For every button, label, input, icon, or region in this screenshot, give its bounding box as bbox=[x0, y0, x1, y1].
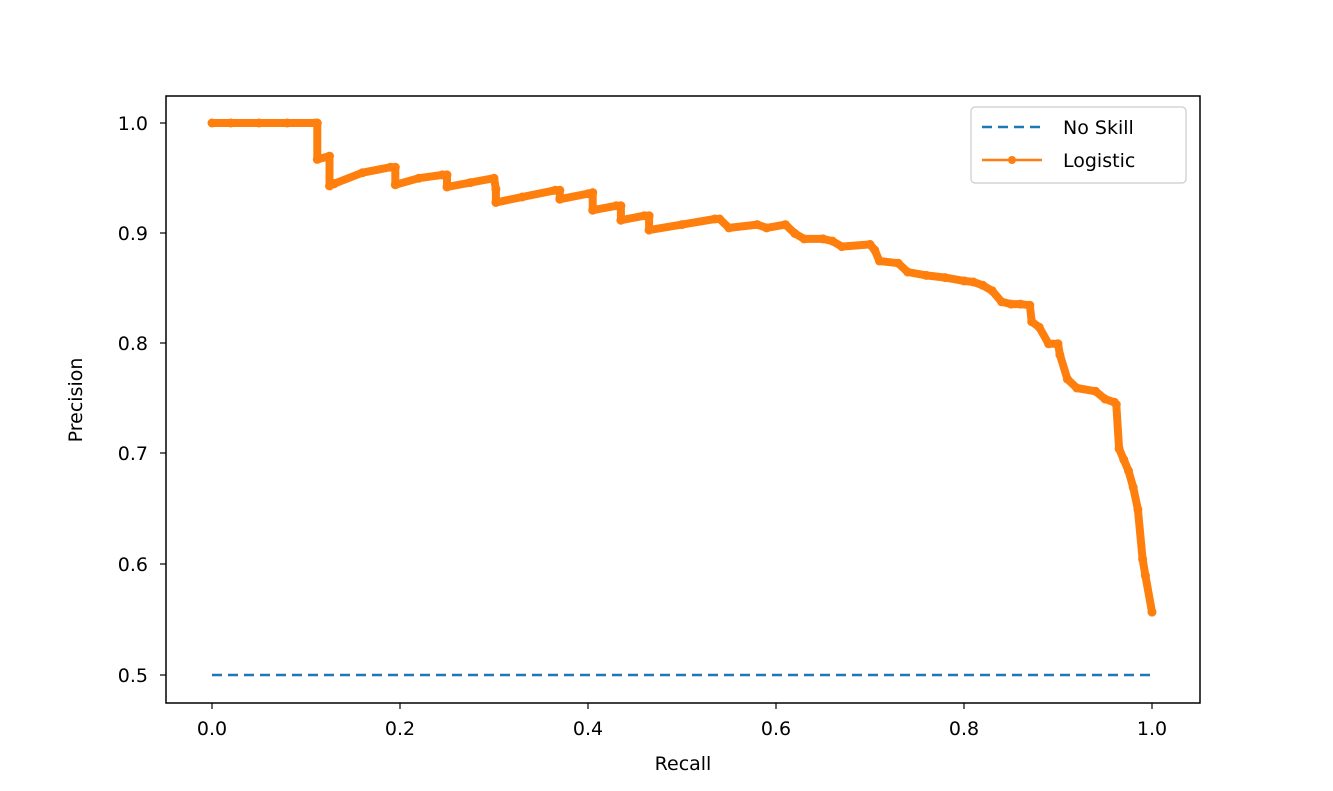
x-tick-label: 1.0 bbox=[1137, 718, 1167, 740]
marker-dot-icon bbox=[1008, 156, 1016, 164]
y-tick-label: 0.9 bbox=[118, 223, 148, 245]
y-tick-label: 0.7 bbox=[118, 443, 148, 465]
x-tick-label: 0.4 bbox=[573, 718, 603, 740]
x-tick-label: 0.8 bbox=[949, 718, 979, 740]
y-tick-label: 0.8 bbox=[118, 333, 148, 355]
x-axis: 0.0 0.2 0.4 0.6 0.8 1.0 Recall bbox=[197, 703, 1167, 775]
y-tick-label: 0.5 bbox=[118, 665, 148, 687]
x-tick-label: 0.6 bbox=[761, 718, 791, 740]
y-axis: 1.0 0.9 0.8 0.7 0.6 0.5 Precision bbox=[65, 113, 166, 687]
legend-label-no-skill: No Skill bbox=[1063, 117, 1134, 139]
logistic-markers bbox=[207, 118, 1157, 617]
legend-label-logistic: Logistic bbox=[1063, 150, 1135, 172]
y-axis-label: Precision bbox=[65, 358, 87, 443]
x-tick-label: 0.0 bbox=[197, 718, 227, 740]
legend-box bbox=[970, 106, 1187, 184]
legend: No Skill Logistic bbox=[970, 106, 1187, 184]
x-axis-label: Recall bbox=[655, 753, 712, 775]
x-tick-label: 0.2 bbox=[385, 718, 415, 740]
y-tick-label: 0.6 bbox=[118, 554, 148, 576]
plot-frame bbox=[165, 95, 1201, 704]
y-tick-label: 1.0 bbox=[118, 113, 148, 135]
